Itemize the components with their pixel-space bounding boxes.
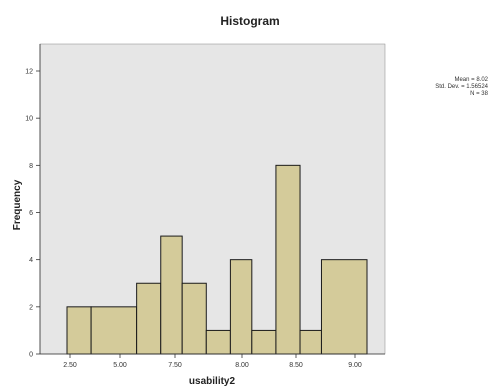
y-axis-ticks: 0 2 4 6 8 10 12 — [25, 69, 40, 359]
y-tick-label-1: 2 — [29, 304, 33, 311]
stats-box: Mean = 8.02 Std. Dev. = 1.56524 N = 38 — [418, 77, 488, 98]
histogram-bar-4 — [160, 235, 183, 355]
y-axis-label: Frequency — [12, 179, 23, 230]
histogram-bar-6 — [205, 329, 231, 355]
histogram-bar-8 — [251, 329, 277, 355]
y-tick-label-6: 12 — [25, 69, 33, 76]
histogram-bar-10 — [299, 329, 322, 355]
histogram-bar-2 — [90, 306, 138, 355]
x-tick-label-2: 7.50 — [168, 362, 182, 369]
y-tick-label-3: 6 — [29, 210, 33, 217]
x-axis-label: usability2 — [189, 376, 236, 387]
y-tick-label-4: 8 — [29, 163, 33, 170]
y-tick-label-5: 10 — [25, 116, 33, 123]
x-tick-label-4: 8.50 — [289, 362, 303, 369]
x-tick-label-3: 8.00 — [235, 362, 249, 369]
bars-group — [66, 164, 368, 355]
x-tick-label-5: 9.00 — [348, 362, 362, 369]
histogram-bar-7 — [229, 259, 253, 355]
y-tick-label-2: 4 — [29, 257, 33, 264]
histogram-bar-11 — [320, 259, 368, 355]
histogram-bar-9 — [275, 164, 301, 355]
x-tick-label-1: 5.00 — [113, 362, 127, 369]
histogram-bar-3 — [136, 282, 162, 355]
stats-mean: Mean = 8.02 — [454, 77, 488, 83]
histogram-bar-5 — [181, 282, 207, 355]
histogram-bar-1 — [66, 306, 92, 355]
chart-title: Histogram — [220, 14, 279, 28]
stats-std-dev: Std. Dev. = 1.56524 — [435, 84, 488, 90]
x-axis-ticks: 2.50 5.00 7.50 8.00 8.50 9.00 — [63, 354, 362, 369]
x-tick-label-0: 2.50 — [63, 362, 77, 369]
stats-n: N = 38 — [470, 91, 488, 97]
y-tick-label-0: 0 — [29, 352, 33, 359]
